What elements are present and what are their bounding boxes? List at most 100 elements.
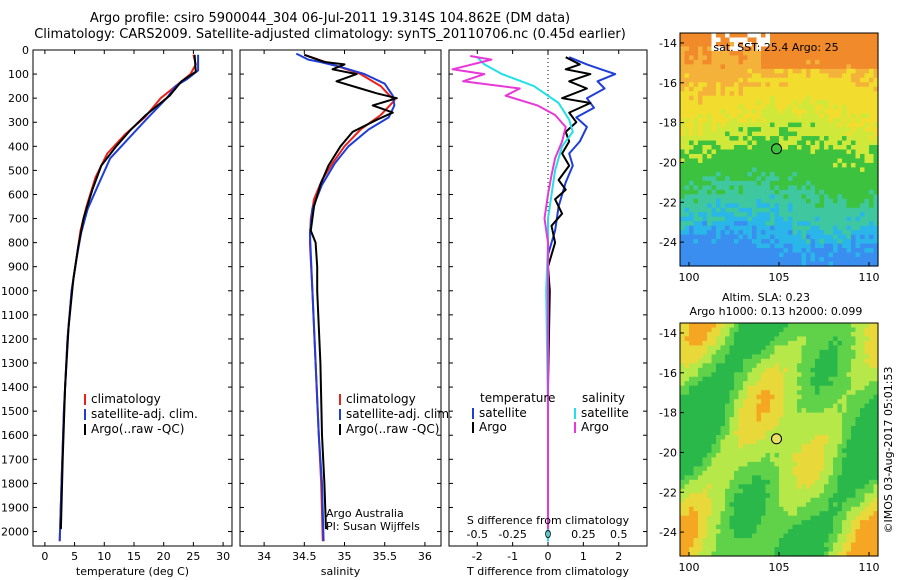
map-cell — [756, 59, 762, 65]
map-cell — [860, 261, 866, 267]
map-cell — [693, 145, 699, 151]
map-cell — [702, 171, 708, 177]
map-cell — [779, 488, 785, 494]
map-cell — [824, 230, 830, 236]
map-cell — [828, 68, 834, 74]
map-cell — [810, 529, 816, 535]
map-cell — [680, 64, 686, 70]
map-cell — [864, 385, 870, 391]
map-cell — [752, 372, 758, 378]
map-cell — [734, 390, 740, 396]
map-cell — [801, 118, 807, 124]
map-cell — [725, 421, 731, 427]
map-cell — [833, 349, 839, 355]
map-cell — [792, 394, 798, 400]
map-cell — [761, 394, 767, 400]
map-cell — [806, 448, 812, 454]
map-cell — [752, 203, 758, 209]
map-cell — [765, 358, 771, 364]
map-cell — [734, 408, 740, 414]
map-cell — [837, 185, 843, 191]
x-tick-label: 35.5 — [372, 550, 397, 563]
map-cell — [860, 131, 866, 137]
map-cell — [738, 118, 744, 124]
map-cell — [761, 136, 767, 142]
map-cell — [720, 408, 726, 414]
map-cell — [810, 363, 816, 369]
map-cell — [810, 435, 816, 441]
map-cell — [860, 345, 866, 351]
map-cell — [734, 239, 740, 245]
map-cell — [869, 140, 875, 146]
map-cell — [815, 113, 821, 119]
map-cell — [837, 323, 843, 329]
map-cell — [720, 385, 726, 391]
map-cell — [747, 127, 753, 133]
map-cell — [788, 46, 794, 52]
map-cell — [806, 524, 812, 530]
map-cell — [819, 448, 825, 454]
map-cell — [869, 408, 875, 414]
map-cell — [842, 515, 848, 521]
map-cell — [842, 248, 848, 254]
map-cell — [756, 493, 762, 499]
map-cell — [837, 33, 843, 39]
map-cell — [720, 198, 726, 204]
map-cell — [819, 484, 825, 490]
map-cell — [756, 73, 762, 79]
map-cell — [842, 358, 848, 364]
map-cell — [837, 336, 843, 342]
map-cell — [734, 354, 740, 360]
map-cell — [743, 399, 749, 405]
y-tick-label: 700 — [8, 213, 29, 226]
map-cell — [734, 533, 740, 539]
map-cell — [819, 363, 825, 369]
map-cell — [783, 216, 789, 222]
map-cell — [747, 390, 753, 396]
map-cell — [846, 461, 852, 467]
map-cell — [725, 50, 731, 56]
map-cell — [860, 323, 866, 329]
map-cell — [828, 252, 834, 258]
map-cell — [806, 234, 812, 240]
map-cell — [711, 421, 717, 427]
map-cell — [684, 502, 690, 508]
map-cell — [869, 82, 875, 88]
map-cell — [792, 412, 798, 418]
map-cell — [828, 470, 834, 476]
map-cell — [698, 524, 704, 530]
map-cell — [725, 41, 731, 48]
map-cell — [819, 234, 825, 240]
map-cell — [774, 221, 780, 227]
map-cell — [761, 252, 767, 258]
map-cell — [801, 73, 807, 79]
map-cell — [846, 55, 852, 61]
map-cell — [779, 207, 785, 213]
map-y-tick-label: -24 — [659, 526, 677, 539]
map-cell — [698, 488, 704, 494]
map-cell — [797, 158, 803, 164]
map-cell — [806, 239, 812, 245]
map-cell — [680, 158, 686, 164]
map-cell — [761, 506, 767, 512]
map-cell — [833, 461, 839, 467]
map-cell — [842, 323, 848, 329]
map-cell — [873, 149, 879, 155]
map-cell — [824, 252, 830, 258]
map-cell — [797, 390, 803, 396]
map-cell — [729, 239, 735, 245]
map-cell — [707, 412, 713, 418]
map-cell — [842, 461, 848, 467]
map-cell — [693, 421, 699, 427]
map-cell — [810, 225, 816, 231]
map-cell — [716, 547, 722, 553]
map-cell — [833, 417, 839, 423]
map-cell — [783, 198, 789, 204]
map-cell — [851, 515, 857, 521]
map-cell — [738, 37, 744, 43]
map-cell — [824, 261, 830, 267]
map-cell — [801, 488, 807, 494]
map-cell — [720, 538, 726, 544]
map-cell — [810, 488, 816, 494]
map-cell — [770, 336, 776, 342]
